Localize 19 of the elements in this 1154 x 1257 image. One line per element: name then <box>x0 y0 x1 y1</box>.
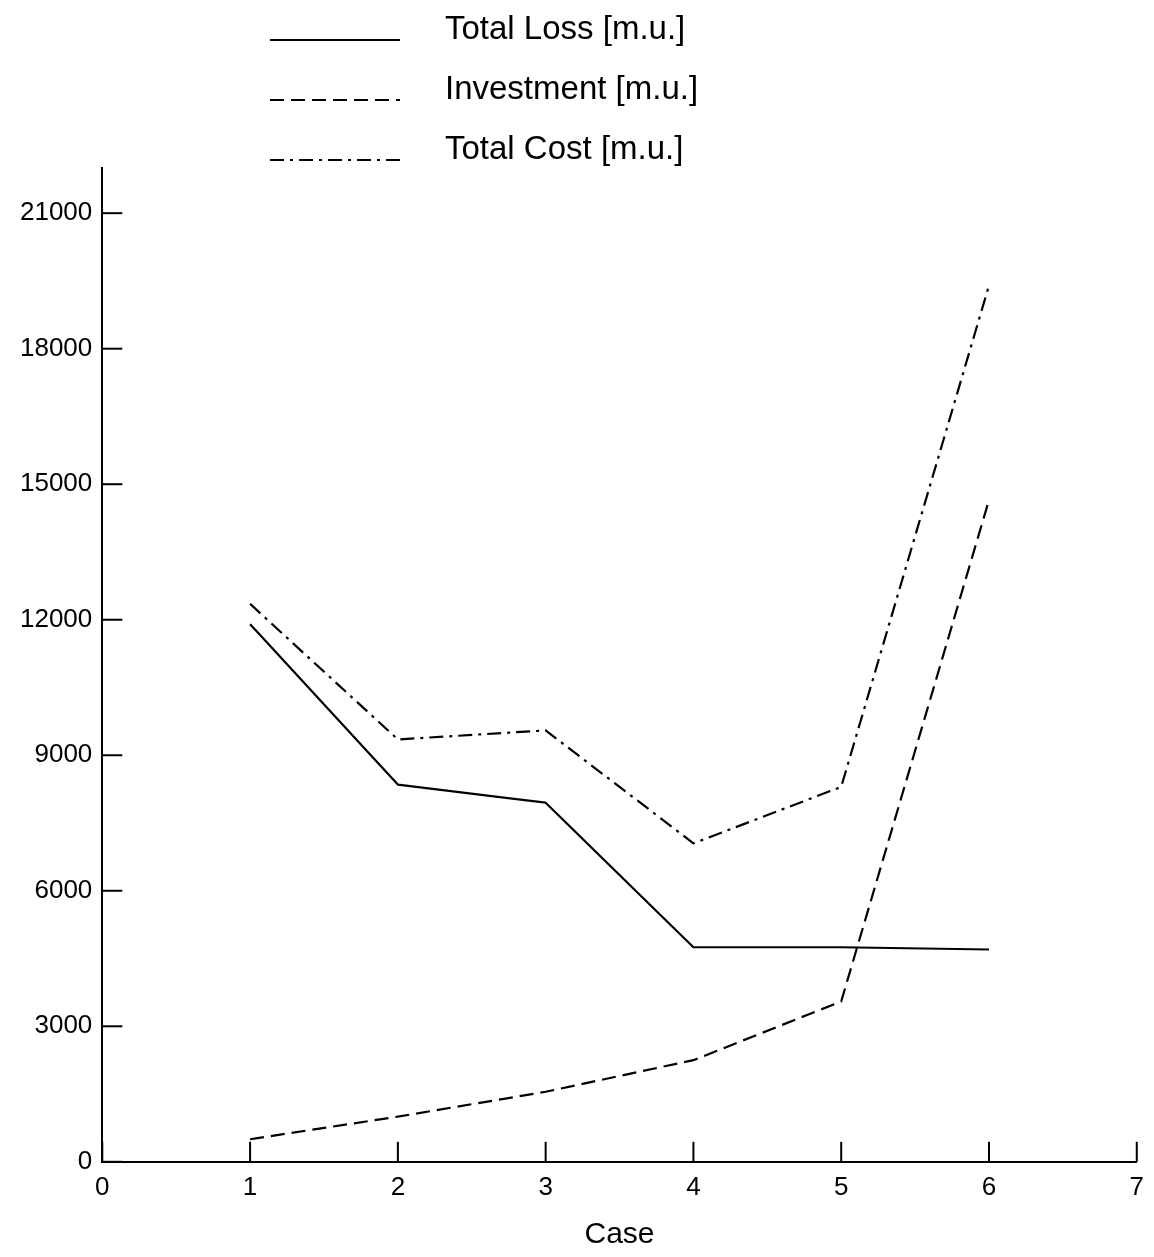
x-tick-label: 6 <box>981 1170 997 1201</box>
y-tick-label: 21000 <box>19 196 93 227</box>
x-tick-label: 4 <box>686 1170 701 1201</box>
x-tick-label: 7 <box>1129 1170 1144 1201</box>
y-tick-label: 6000 <box>34 873 93 904</box>
legend-label: Investment [m.u.] <box>445 69 699 107</box>
x-tick-label: 5 <box>833 1170 849 1201</box>
y-tick-label: 9000 <box>34 738 93 769</box>
x-tick-label: 3 <box>538 1170 553 1201</box>
x-axis-title: Case <box>584 1216 655 1250</box>
y-tick-label: 0 <box>77 1144 93 1175</box>
y-tick-label: 18000 <box>19 331 93 362</box>
legend-label: Total Cost [m.u.] <box>445 129 684 167</box>
x-tick-label: 2 <box>390 1170 406 1201</box>
x-tick-label: 1 <box>242 1170 258 1201</box>
y-tick-label: 3000 <box>34 1009 93 1040</box>
y-tick-label: 15000 <box>19 467 93 498</box>
legend-label: Total Loss [m.u.] <box>445 9 686 47</box>
y-tick-label: 12000 <box>19 602 93 633</box>
